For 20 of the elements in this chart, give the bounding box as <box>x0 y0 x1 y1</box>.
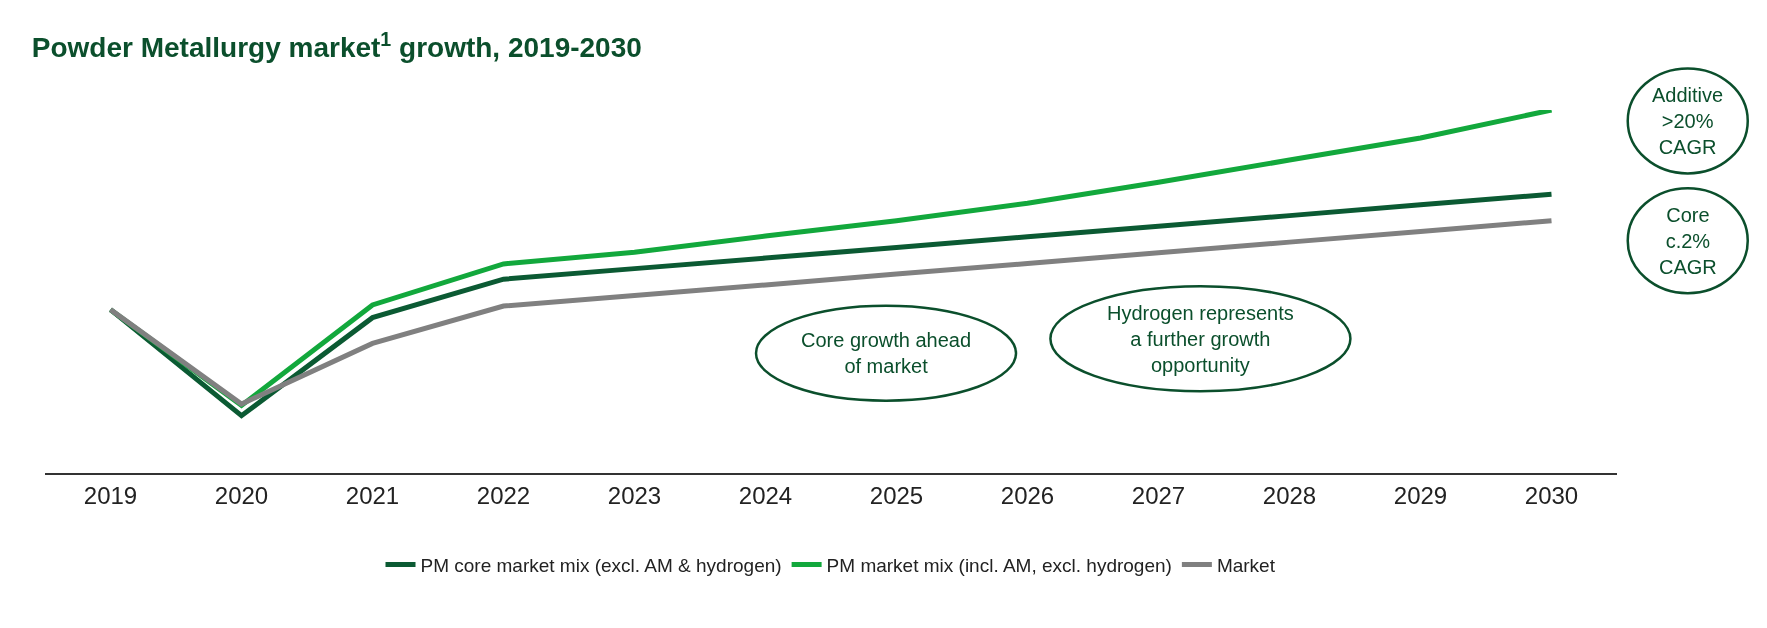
text: Additive >20% CAGR <box>1652 84 1724 158</box>
x-tick-label: 2025 <box>869 481 924 509</box>
x-tick-label: 2026 <box>1000 481 1055 509</box>
x-tick-label: 2022 <box>476 481 531 509</box>
x-tick-label: 2019 <box>83 481 138 509</box>
annotation: Hydrogen represents a further growth opportunity <box>1107 302 1294 376</box>
text: Core c.2% CAGR <box>1659 204 1717 278</box>
x-tick-label: 2024 <box>738 481 793 509</box>
legend-label: Market <box>1216 554 1276 576</box>
x-tick-label: 2023 <box>607 481 662 509</box>
legend-label: PM core market mix (excl. AM & hydrogen) <box>420 554 782 576</box>
x-tick-label: 2029 <box>1393 481 1448 509</box>
chart-title: Powder Metallurgy market$^{1}$ growth, 2019-2030 <box>31 27 642 64</box>
x-tick-label: 2021 <box>345 481 400 509</box>
x-tick-label: 2030 <box>1524 481 1579 509</box>
annotation: Core growth ahead of market <box>801 329 972 377</box>
x-tick-label: 2028 <box>1262 481 1317 509</box>
x-tick-label: 2020 <box>214 481 269 509</box>
legend-label: PM market mix (incl. AM, excl. hydrogen) <box>826 554 1172 576</box>
x-tick-label: 2027 <box>1131 481 1186 509</box>
